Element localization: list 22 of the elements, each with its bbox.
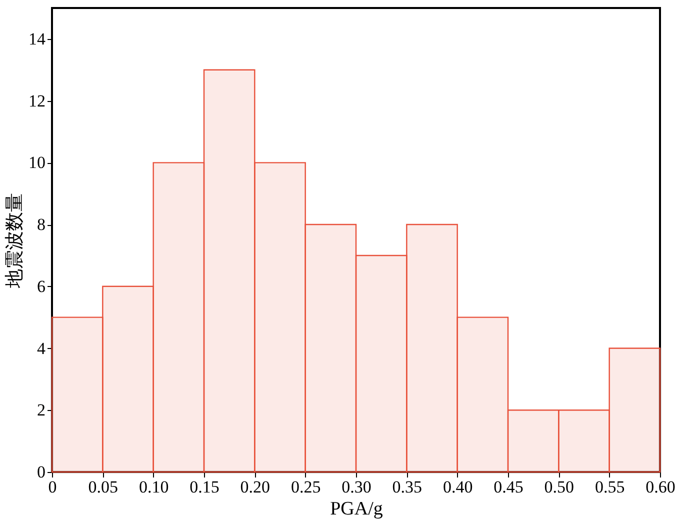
y-tick-label: 2 [37, 400, 46, 420]
x-tick-label: 0.20 [240, 478, 270, 496]
x-tick-label: 0.50 [544, 478, 574, 496]
x-tick-label: 0.10 [138, 478, 169, 496]
y-tick-label: 10 [28, 153, 46, 172]
x-tick-label: 0.45 [494, 478, 524, 496]
x-tick-label: 0.60 [646, 478, 676, 496]
x-tick-label: 0.25 [290, 478, 321, 496]
x-tick-label: 0.35 [392, 478, 422, 496]
y-tick-label: 4 [37, 338, 46, 358]
x-tick-label: 0.05 [88, 478, 118, 496]
y-tick-label: 8 [37, 215, 46, 234]
x-tick-label: 0.30 [342, 478, 372, 496]
x-tick-label: 0.15 [190, 478, 220, 496]
x-tick-label: 0.55 [594, 478, 625, 496]
y-tick-label: 0 [37, 462, 46, 482]
y-axis-title: 地震波数量 [4, 193, 26, 289]
x-axis-title: PGA/g [330, 498, 384, 520]
x-tick-label: 0.40 [442, 478, 473, 496]
y-tick-label: 12 [28, 91, 46, 110]
y-tick-label: 6 [37, 276, 46, 296]
y-tick-label: 14 [28, 29, 46, 48]
